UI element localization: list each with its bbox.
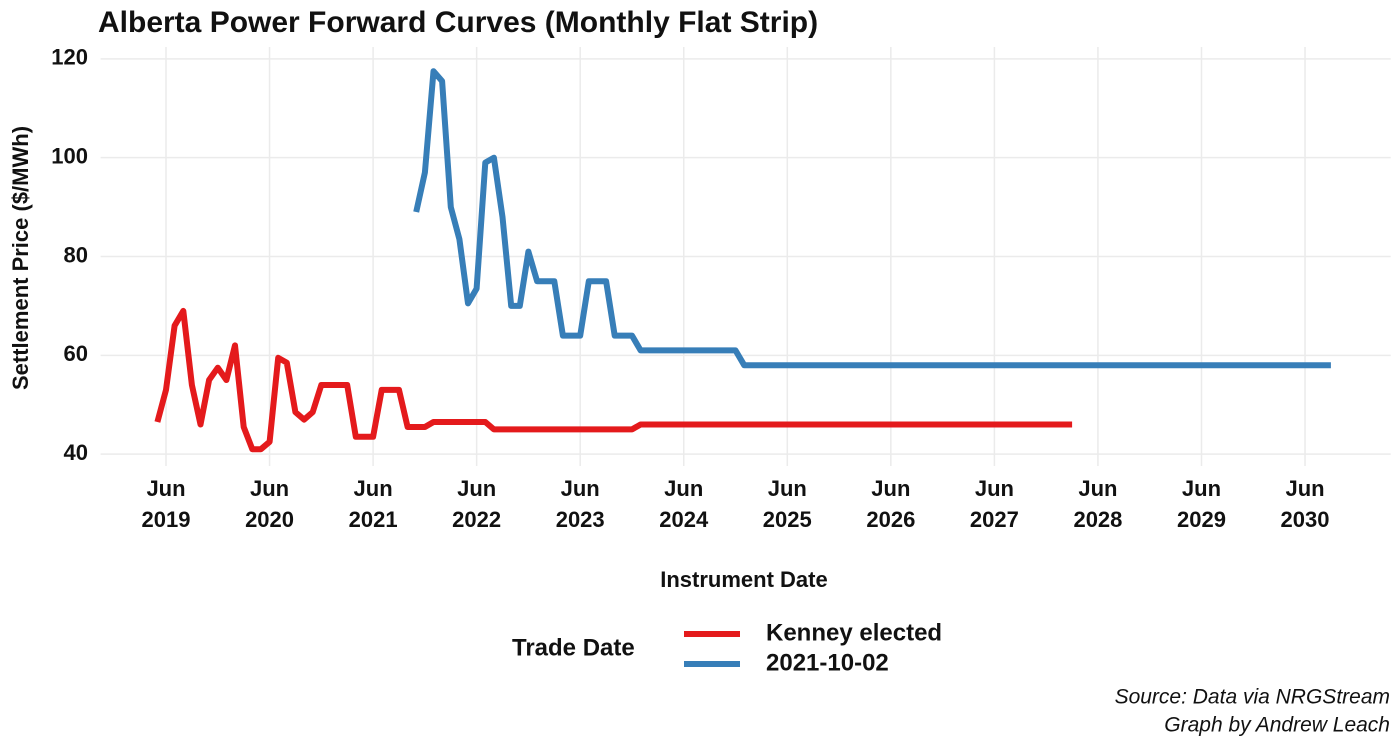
y-tick-label: 120: [51, 45, 88, 70]
caption: Graph by Andrew Leach: [1164, 714, 1390, 737]
x-tick-label: Jun 2025: [762, 476, 812, 532]
x-tick-label: Jun 2022: [452, 476, 502, 532]
y-tick-label: 40: [64, 440, 88, 465]
y-tick-label: 80: [64, 242, 88, 267]
x-tick-label: Jun 2020: [245, 476, 295, 532]
x-tick-label: Jun 2023: [555, 476, 605, 532]
x-tick-label: Jun 2027: [969, 476, 1019, 532]
chart-title: Alberta Power Forward Curves (Monthly Fl…: [98, 6, 818, 39]
x-tick-label: Jun 2026: [866, 476, 916, 532]
series-line: [154, 307, 1073, 453]
y-tick-label: 100: [51, 143, 88, 168]
y-axis-title: Settlement Price ($/MWh): [8, 126, 33, 390]
series-line: [413, 68, 1331, 369]
x-tick-label: Jun 2028: [1073, 476, 1123, 532]
x-tick-label: Jun 2030: [1280, 476, 1330, 532]
legend-title: Trade Date: [512, 634, 635, 661]
y-tick-label: 60: [64, 341, 88, 366]
legend-label: Kenney elected: [766, 619, 942, 646]
legend-label: 2021-10-02: [766, 649, 889, 676]
x-axis-title: Instrument Date: [660, 567, 827, 592]
x-tick-label: Jun 2021: [348, 476, 398, 532]
x-tick-label: Jun 2029: [1177, 476, 1226, 532]
x-tick-label: Jun 2019: [141, 476, 191, 532]
x-tick-label: Jun 2024: [659, 476, 709, 532]
caption: Source: Data via NRGStream: [1115, 686, 1390, 709]
